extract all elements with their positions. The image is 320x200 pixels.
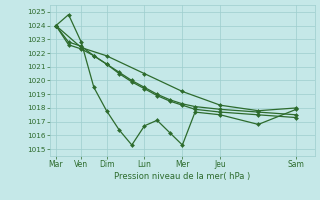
X-axis label: Pression niveau de la mer( hPa ): Pression niveau de la mer( hPa ) xyxy=(114,172,251,181)
